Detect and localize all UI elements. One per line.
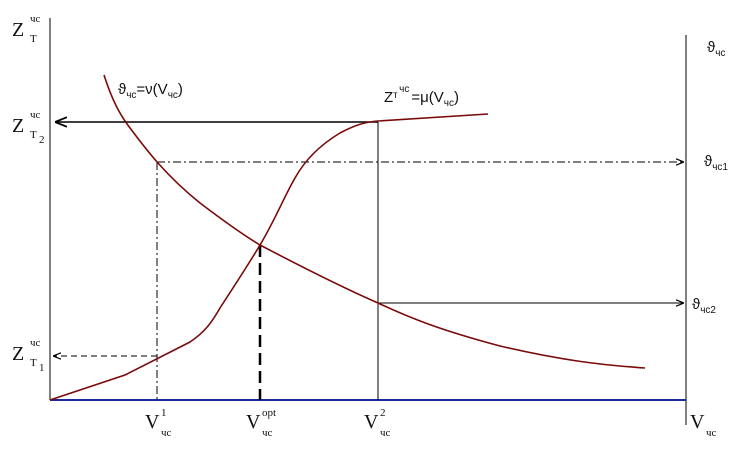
theta-label: ϑ <box>707 39 716 56</box>
x-axis-label-main: V <box>690 411 705 433</box>
x-v1-sub: чс <box>161 427 172 439</box>
x-v2-sub: чс <box>380 427 391 439</box>
cost-curve-label: т <box>393 90 398 101</box>
theta-2: чс2 <box>700 305 716 316</box>
x-v2-sup: 2 <box>380 407 386 419</box>
x-vopt-sub: чс <box>262 427 273 439</box>
speed-curve-label: чс <box>126 90 136 101</box>
y-axis-label-sup: чс <box>30 13 41 25</box>
y-axis-label-sub: T <box>30 33 37 45</box>
speed-curve-label: ) <box>178 81 183 98</box>
y-axis-label-main: Z <box>12 19 24 41</box>
cost-curve <box>49 113 489 401</box>
cost-curve-label: чс <box>444 98 454 109</box>
theta-2: ϑ <box>692 296 701 313</box>
x-vopt-sup: opt <box>262 407 276 419</box>
cost-curve-label: чс <box>399 84 409 95</box>
speed-curve <box>103 74 646 369</box>
x-v2-main: V <box>364 411 379 433</box>
z-t2-index: 2 <box>39 134 45 146</box>
x-axis-label-sub: чс <box>706 427 717 439</box>
z-t1-main: Z <box>12 343 24 365</box>
theta-1: чс1 <box>712 162 728 173</box>
axes <box>49 18 687 425</box>
speed-curve-label: ϑ <box>118 81 127 98</box>
speed-curve-label: =ν(V <box>136 81 167 98</box>
z-t2-sup: чс <box>30 109 41 121</box>
cost-curve-label: ) <box>454 89 459 106</box>
x-v1-main: V <box>145 411 160 433</box>
theta-1: ϑ <box>704 153 713 170</box>
cost-curve-label: Z <box>384 89 393 106</box>
x-vopt-main: V <box>246 411 261 433</box>
z-t1-sub: T <box>30 357 37 369</box>
z-t2-main: Z <box>12 115 24 137</box>
theta-label: чс <box>715 48 725 59</box>
speed-curve-label: чс <box>168 90 178 101</box>
z-t1-index: 1 <box>39 362 45 374</box>
x-v1-sup: 1 <box>161 407 167 419</box>
z-t2-sub: T <box>30 129 37 141</box>
cost-curve-label: =μ(V <box>411 89 443 106</box>
z-t1-sup: чс <box>30 337 41 349</box>
